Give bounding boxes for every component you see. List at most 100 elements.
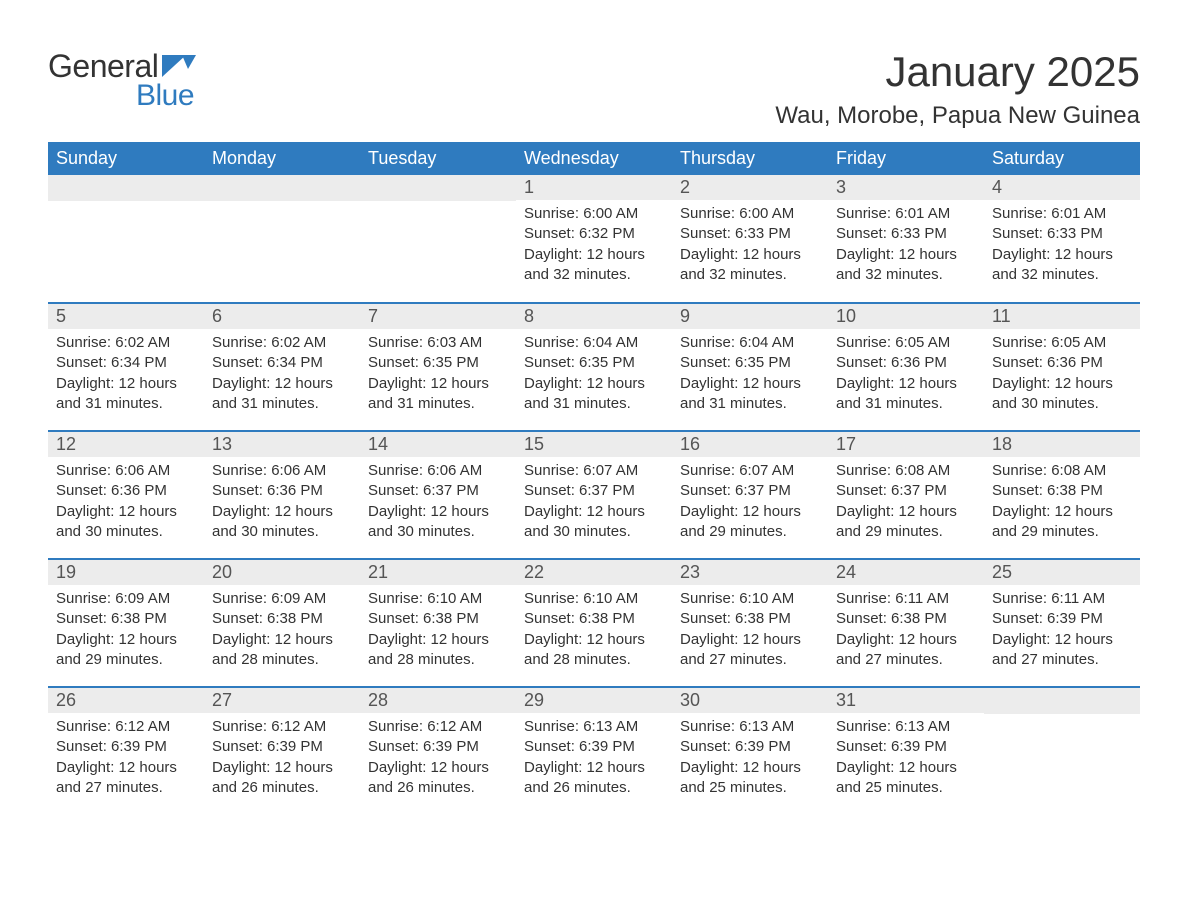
day-content: Sunrise: 6:00 AMSunset: 6:32 PMDaylight:… bbox=[516, 200, 672, 293]
daylight-line-1: Daylight: 12 hours bbox=[56, 758, 196, 778]
daylight-line-2: and 30 minutes. bbox=[524, 522, 664, 542]
weekday-header: Monday bbox=[204, 142, 360, 175]
daylight-line-2: and 25 minutes. bbox=[836, 778, 976, 798]
weekday-header: Friday bbox=[828, 142, 984, 175]
sunrise-line: Sunrise: 6:07 AM bbox=[680, 461, 820, 481]
calendar-cell bbox=[360, 175, 516, 303]
daylight-line-2: and 28 minutes. bbox=[368, 650, 508, 670]
day-number: 14 bbox=[360, 432, 516, 457]
sunset-line: Sunset: 6:37 PM bbox=[368, 481, 508, 501]
calendar-cell: 20Sunrise: 6:09 AMSunset: 6:38 PMDayligh… bbox=[204, 559, 360, 687]
daylight-line-1: Daylight: 12 hours bbox=[524, 374, 664, 394]
daylight-line-2: and 25 minutes. bbox=[680, 778, 820, 798]
daylight-line-2: and 32 minutes. bbox=[680, 265, 820, 285]
day-content: Sunrise: 6:02 AMSunset: 6:34 PMDaylight:… bbox=[204, 329, 360, 422]
day-number: 23 bbox=[672, 560, 828, 585]
daylight-line-2: and 26 minutes. bbox=[524, 778, 664, 798]
sunrise-line: Sunrise: 6:13 AM bbox=[836, 717, 976, 737]
day-content: Sunrise: 6:06 AMSunset: 6:36 PMDaylight:… bbox=[204, 457, 360, 550]
calendar-week-row: 26Sunrise: 6:12 AMSunset: 6:39 PMDayligh… bbox=[48, 687, 1140, 815]
calendar-cell: 30Sunrise: 6:13 AMSunset: 6:39 PMDayligh… bbox=[672, 687, 828, 815]
day-number: 10 bbox=[828, 304, 984, 329]
day-number: 12 bbox=[48, 432, 204, 457]
weekday-header: Tuesday bbox=[360, 142, 516, 175]
daylight-line-1: Daylight: 12 hours bbox=[992, 630, 1132, 650]
calendar-week-row: 19Sunrise: 6:09 AMSunset: 6:38 PMDayligh… bbox=[48, 559, 1140, 687]
calendar-cell bbox=[204, 175, 360, 303]
empty-day bbox=[360, 175, 516, 201]
month-title: January 2025 bbox=[775, 48, 1140, 96]
sunset-line: Sunset: 6:38 PM bbox=[212, 609, 352, 629]
day-number: 27 bbox=[204, 688, 360, 713]
day-content: Sunrise: 6:01 AMSunset: 6:33 PMDaylight:… bbox=[984, 200, 1140, 293]
weekday-header: Sunday bbox=[48, 142, 204, 175]
location-subtitle: Wau, Morobe, Papua New Guinea bbox=[775, 102, 1140, 130]
day-content: Sunrise: 6:13 AMSunset: 6:39 PMDaylight:… bbox=[672, 713, 828, 806]
day-content: Sunrise: 6:07 AMSunset: 6:37 PMDaylight:… bbox=[672, 457, 828, 550]
daylight-line-1: Daylight: 12 hours bbox=[992, 245, 1132, 265]
day-number: 2 bbox=[672, 175, 828, 200]
calendar-cell: 17Sunrise: 6:08 AMSunset: 6:37 PMDayligh… bbox=[828, 431, 984, 559]
day-content: Sunrise: 6:11 AMSunset: 6:38 PMDaylight:… bbox=[828, 585, 984, 678]
sunrise-line: Sunrise: 6:05 AM bbox=[992, 333, 1132, 353]
daylight-line-1: Daylight: 12 hours bbox=[368, 502, 508, 522]
calendar-cell: 8Sunrise: 6:04 AMSunset: 6:35 PMDaylight… bbox=[516, 303, 672, 431]
day-number: 30 bbox=[672, 688, 828, 713]
sunrise-line: Sunrise: 6:04 AM bbox=[524, 333, 664, 353]
daylight-line-1: Daylight: 12 hours bbox=[56, 502, 196, 522]
daylight-line-1: Daylight: 12 hours bbox=[56, 630, 196, 650]
calendar-cell: 3Sunrise: 6:01 AMSunset: 6:33 PMDaylight… bbox=[828, 175, 984, 303]
sunset-line: Sunset: 6:39 PM bbox=[680, 737, 820, 757]
daylight-line-2: and 30 minutes. bbox=[212, 522, 352, 542]
day-content: Sunrise: 6:12 AMSunset: 6:39 PMDaylight:… bbox=[204, 713, 360, 806]
sunset-line: Sunset: 6:37 PM bbox=[680, 481, 820, 501]
daylight-line-1: Daylight: 12 hours bbox=[56, 374, 196, 394]
daylight-line-2: and 29 minutes. bbox=[56, 650, 196, 670]
day-content: Sunrise: 6:11 AMSunset: 6:39 PMDaylight:… bbox=[984, 585, 1140, 678]
day-number: 19 bbox=[48, 560, 204, 585]
calendar-cell: 11Sunrise: 6:05 AMSunset: 6:36 PMDayligh… bbox=[984, 303, 1140, 431]
daylight-line-1: Daylight: 12 hours bbox=[212, 630, 352, 650]
sunrise-line: Sunrise: 6:13 AM bbox=[524, 717, 664, 737]
day-content: Sunrise: 6:02 AMSunset: 6:34 PMDaylight:… bbox=[48, 329, 204, 422]
sunrise-line: Sunrise: 6:02 AM bbox=[212, 333, 352, 353]
daylight-line-1: Daylight: 12 hours bbox=[836, 758, 976, 778]
day-number: 13 bbox=[204, 432, 360, 457]
sunset-line: Sunset: 6:39 PM bbox=[992, 609, 1132, 629]
daylight-line-2: and 26 minutes. bbox=[212, 778, 352, 798]
day-content: Sunrise: 6:10 AMSunset: 6:38 PMDaylight:… bbox=[360, 585, 516, 678]
daylight-line-2: and 26 minutes. bbox=[368, 778, 508, 798]
calendar-cell: 15Sunrise: 6:07 AMSunset: 6:37 PMDayligh… bbox=[516, 431, 672, 559]
sunrise-line: Sunrise: 6:04 AM bbox=[680, 333, 820, 353]
sunset-line: Sunset: 6:33 PM bbox=[680, 224, 820, 244]
sunrise-line: Sunrise: 6:11 AM bbox=[992, 589, 1132, 609]
calendar-cell: 27Sunrise: 6:12 AMSunset: 6:39 PMDayligh… bbox=[204, 687, 360, 815]
calendar-cell: 29Sunrise: 6:13 AMSunset: 6:39 PMDayligh… bbox=[516, 687, 672, 815]
sunset-line: Sunset: 6:32 PM bbox=[524, 224, 664, 244]
daylight-line-1: Daylight: 12 hours bbox=[368, 758, 508, 778]
calendar-cell: 22Sunrise: 6:10 AMSunset: 6:38 PMDayligh… bbox=[516, 559, 672, 687]
daylight-line-1: Daylight: 12 hours bbox=[212, 374, 352, 394]
calendar-cell: 13Sunrise: 6:06 AMSunset: 6:36 PMDayligh… bbox=[204, 431, 360, 559]
daylight-line-1: Daylight: 12 hours bbox=[212, 502, 352, 522]
sunrise-line: Sunrise: 6:11 AM bbox=[836, 589, 976, 609]
weekday-header: Wednesday bbox=[516, 142, 672, 175]
sunset-line: Sunset: 6:33 PM bbox=[992, 224, 1132, 244]
sunrise-line: Sunrise: 6:07 AM bbox=[524, 461, 664, 481]
sunrise-line: Sunrise: 6:10 AM bbox=[524, 589, 664, 609]
daylight-line-2: and 31 minutes. bbox=[836, 394, 976, 414]
day-number: 24 bbox=[828, 560, 984, 585]
day-content: Sunrise: 6:01 AMSunset: 6:33 PMDaylight:… bbox=[828, 200, 984, 293]
daylight-line-2: and 32 minutes. bbox=[836, 265, 976, 285]
daylight-line-2: and 31 minutes. bbox=[524, 394, 664, 414]
day-content: Sunrise: 6:13 AMSunset: 6:39 PMDaylight:… bbox=[516, 713, 672, 806]
sunset-line: Sunset: 6:34 PM bbox=[212, 353, 352, 373]
calendar-cell: 2Sunrise: 6:00 AMSunset: 6:33 PMDaylight… bbox=[672, 175, 828, 303]
calendar-cell: 19Sunrise: 6:09 AMSunset: 6:38 PMDayligh… bbox=[48, 559, 204, 687]
sunrise-line: Sunrise: 6:03 AM bbox=[368, 333, 508, 353]
calendar-cell: 18Sunrise: 6:08 AMSunset: 6:38 PMDayligh… bbox=[984, 431, 1140, 559]
daylight-line-1: Daylight: 12 hours bbox=[992, 374, 1132, 394]
daylight-line-1: Daylight: 12 hours bbox=[992, 502, 1132, 522]
calendar-week-row: 12Sunrise: 6:06 AMSunset: 6:36 PMDayligh… bbox=[48, 431, 1140, 559]
calendar-cell: 12Sunrise: 6:06 AMSunset: 6:36 PMDayligh… bbox=[48, 431, 204, 559]
